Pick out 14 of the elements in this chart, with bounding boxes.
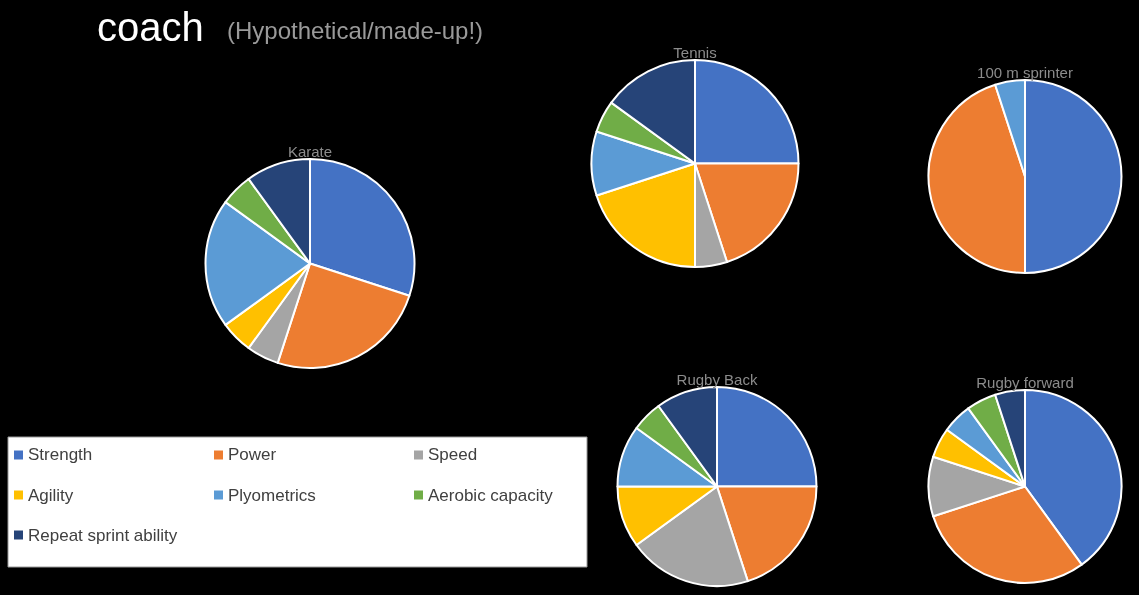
chart-title: Rugby Back [676,371,758,388]
legend-label: Agility [28,486,74,505]
chart-title: 100 m sprinter [977,64,1073,81]
chart-title: Rugby forward [976,374,1074,391]
chart-title: Tennis [673,44,717,61]
legend-label: Aerobic capacity [428,486,554,505]
text: (Hypothetical/made-up!) [227,17,484,44]
legend-label: Strength [28,445,93,464]
chart-title: Karate [287,143,333,160]
text: coach [97,5,204,49]
legend-label: Speed [428,445,478,464]
legend-label: Plyometrics [228,486,316,505]
legend-label: Repeat sprint ability [28,526,178,545]
legend-label: Power [228,445,277,464]
